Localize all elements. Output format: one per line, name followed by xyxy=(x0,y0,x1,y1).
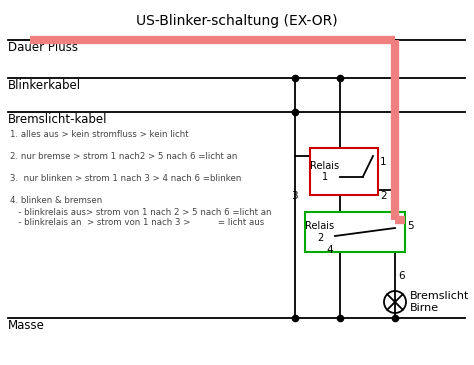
Text: 3.  nur blinken > strom 1 nach 3 > 4 nach 6 =blinken: 3. nur blinken > strom 1 nach 3 > 4 nach… xyxy=(10,174,241,183)
Text: Relais
2: Relais 2 xyxy=(305,221,335,243)
Text: - blinkrelais an  > strom von 1 nach 3 >          = licht aus: - blinkrelais an > strom von 1 nach 3 > … xyxy=(10,218,264,227)
Text: 4. blinken & bremsen: 4. blinken & bremsen xyxy=(10,196,102,205)
Text: Dauer Pluss: Dauer Pluss xyxy=(8,41,78,54)
Text: Bremslicht
Birne: Bremslicht Birne xyxy=(410,291,469,313)
Text: 1. alles aus > kein stromfluss > kein licht: 1. alles aus > kein stromfluss > kein li… xyxy=(10,130,189,139)
Bar xyxy=(310,148,378,195)
Text: 2. nur bremse > strom 1 nach2 > 5 nach 6 =licht an: 2. nur bremse > strom 1 nach2 > 5 nach 6… xyxy=(10,152,237,161)
Text: - blinkrelais aus> strom von 1 nach 2 > 5 nach 6 =licht an: - blinkrelais aus> strom von 1 nach 2 > … xyxy=(10,208,272,217)
Text: 6: 6 xyxy=(398,271,405,281)
Text: 4: 4 xyxy=(327,245,333,255)
Text: 2: 2 xyxy=(380,191,387,201)
Text: Bremslicht-kabel: Bremslicht-kabel xyxy=(8,113,108,126)
Text: 5: 5 xyxy=(407,221,414,231)
Text: Blinkerkabel: Blinkerkabel xyxy=(8,79,81,92)
Text: Masse: Masse xyxy=(8,319,45,332)
Text: 3: 3 xyxy=(292,191,298,201)
Text: Relais
1: Relais 1 xyxy=(310,161,339,182)
Bar xyxy=(305,212,405,252)
Text: 1: 1 xyxy=(380,157,387,167)
Text: US-Blinker-schaltung (EX-OR): US-Blinker-schaltung (EX-OR) xyxy=(136,14,338,28)
